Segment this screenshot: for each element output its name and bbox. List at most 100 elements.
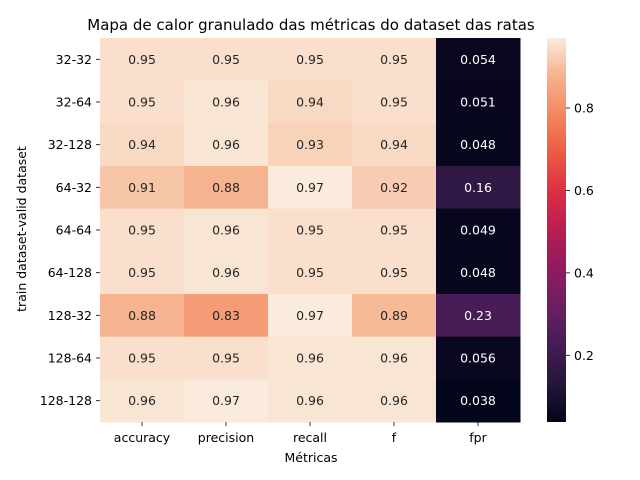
cell-value-label: 0.91 <box>128 180 156 195</box>
y-tick-labels: 32-32 32-64 32-128 64-32 64-64 64-128 128-32 12… <box>40 52 100 408</box>
heatmap-cell <box>184 38 269 82</box>
cell-value-label: 0.92 <box>380 180 408 195</box>
cell-value-label: 0.83 <box>212 308 240 323</box>
heatmap-cell <box>352 208 437 252</box>
heatmap-cell <box>436 379 521 423</box>
cell-value-label: 0.96 <box>212 223 240 238</box>
cell-value-label: 0.048 <box>460 265 496 280</box>
cell-value-label: 0.96 <box>380 351 408 366</box>
cell-value-label: 0.95 <box>212 52 240 67</box>
y-tick-label: 64-32 <box>56 180 92 195</box>
heatmap-cell <box>436 294 521 338</box>
heatmap-cell <box>352 166 437 210</box>
cell-value-label: 0.95 <box>296 52 324 67</box>
y-tick-label: 128-64 <box>48 351 92 366</box>
heatmap-cell <box>352 38 437 82</box>
cell-value-label: 0.049 <box>460 223 496 238</box>
heatmap-cell <box>184 251 269 295</box>
cell-value-label: 0.054 <box>460 52 496 67</box>
cell-value-label: 0.89 <box>380 308 408 323</box>
heatmap-cell <box>268 123 353 167</box>
x-tick-label: fpr <box>469 430 487 445</box>
cell-value-label: 0.95 <box>380 223 408 238</box>
heatmap-cell <box>268 251 353 295</box>
x-tick-label: recall <box>293 430 327 445</box>
heatmap-cell <box>436 166 521 210</box>
cell-value-label: 0.23 <box>464 308 492 323</box>
cell-value-label: 0.95 <box>128 351 156 366</box>
cell-value-label: 0.93 <box>296 137 324 152</box>
heatmap-cell <box>352 379 437 423</box>
x-tick-label: accuracy <box>114 430 171 445</box>
x-axis-label: Métricas <box>284 450 337 465</box>
cell-value-label: 0.96 <box>212 137 240 152</box>
cell-value-label: 0.94 <box>380 137 408 152</box>
heatmap-cell <box>268 38 353 82</box>
heatmap-cell <box>100 294 185 338</box>
heatmap-cell <box>100 208 185 252</box>
heatmap-cell <box>352 336 437 380</box>
heatmap-cell <box>100 123 185 167</box>
cell-value-label: 0.88 <box>212 180 240 195</box>
heatmap-cell <box>184 166 269 210</box>
colorbar-tick-label: 0.6 <box>574 183 594 198</box>
heatmap-cell <box>100 336 185 380</box>
cell-value-label: 0.16 <box>464 180 492 195</box>
heatmap-cell <box>352 251 437 295</box>
heatmap-cell <box>352 123 437 167</box>
heatmap-cell <box>100 251 185 295</box>
heatmap-cell <box>436 251 521 295</box>
cell-value-label: 0.95 <box>128 95 156 110</box>
y-tick-label: 32-128 <box>48 137 92 152</box>
heatmap-cell <box>352 80 437 124</box>
cell-value-label: 0.96 <box>212 95 240 110</box>
heatmap-cell <box>100 379 185 423</box>
heatmap-cell <box>184 294 269 338</box>
heatmap-cell <box>436 123 521 167</box>
cell-value-label: 0.051 <box>460 95 496 110</box>
cell-value-label: 0.96 <box>296 351 324 366</box>
cell-value-label: 0.95 <box>128 52 156 67</box>
cell-value-label: 0.95 <box>380 265 408 280</box>
colorbar-tick-label: 0.8 <box>574 101 594 116</box>
y-tick-label: 32-32 <box>56 52 92 67</box>
heatmap-cell <box>436 336 521 380</box>
heatmap-cell <box>100 80 185 124</box>
chart-title: Mapa de calor granulado das métricas do … <box>87 16 535 34</box>
heatmap-cell <box>436 80 521 124</box>
cell-value-label: 0.95 <box>212 351 240 366</box>
cell-value-label: 0.96 <box>212 265 240 280</box>
cell-value-label: 0.96 <box>380 393 408 408</box>
heatmap-cell <box>184 208 269 252</box>
x-tick-labels: accuracy precision recall f fpr <box>114 422 488 445</box>
heatmap-cell <box>184 379 269 423</box>
cell-value-label: 0.95 <box>128 223 156 238</box>
heatmap-cell <box>100 166 185 210</box>
heatmap-cell <box>352 294 437 338</box>
cell-value-label: 0.95 <box>128 265 156 280</box>
heatmap-cell <box>436 38 521 82</box>
heatmap-cell <box>268 80 353 124</box>
cell-value-label: 0.97 <box>212 393 240 408</box>
heatmap-cell <box>268 336 353 380</box>
cell-value-label: 0.056 <box>460 351 496 366</box>
heatmap-cell <box>436 208 521 252</box>
cell-value-label: 0.048 <box>460 137 496 152</box>
cell-value-label: 0.97 <box>296 308 324 323</box>
colorbar-tick-label: 0.4 <box>574 265 594 280</box>
y-tick-label: 128-32 <box>48 308 92 323</box>
heatmap-cell <box>268 294 353 338</box>
cell-value-label: 0.96 <box>128 393 156 408</box>
y-tick-label: 32-64 <box>56 95 92 110</box>
cell-value-label: 0.94 <box>128 137 156 152</box>
heatmap-cell <box>268 379 353 423</box>
heatmap-cell <box>184 123 269 167</box>
y-tick-label: 128-128 <box>40 393 92 408</box>
cell-value-label: 0.96 <box>296 393 324 408</box>
y-tick-label: 64-128 <box>48 265 92 280</box>
y-tick-label: 64-64 <box>56 223 92 238</box>
heatmap-cell <box>184 336 269 380</box>
heatmap-cell <box>268 166 353 210</box>
y-axis-label: train dataset-valid dataset <box>14 146 29 312</box>
